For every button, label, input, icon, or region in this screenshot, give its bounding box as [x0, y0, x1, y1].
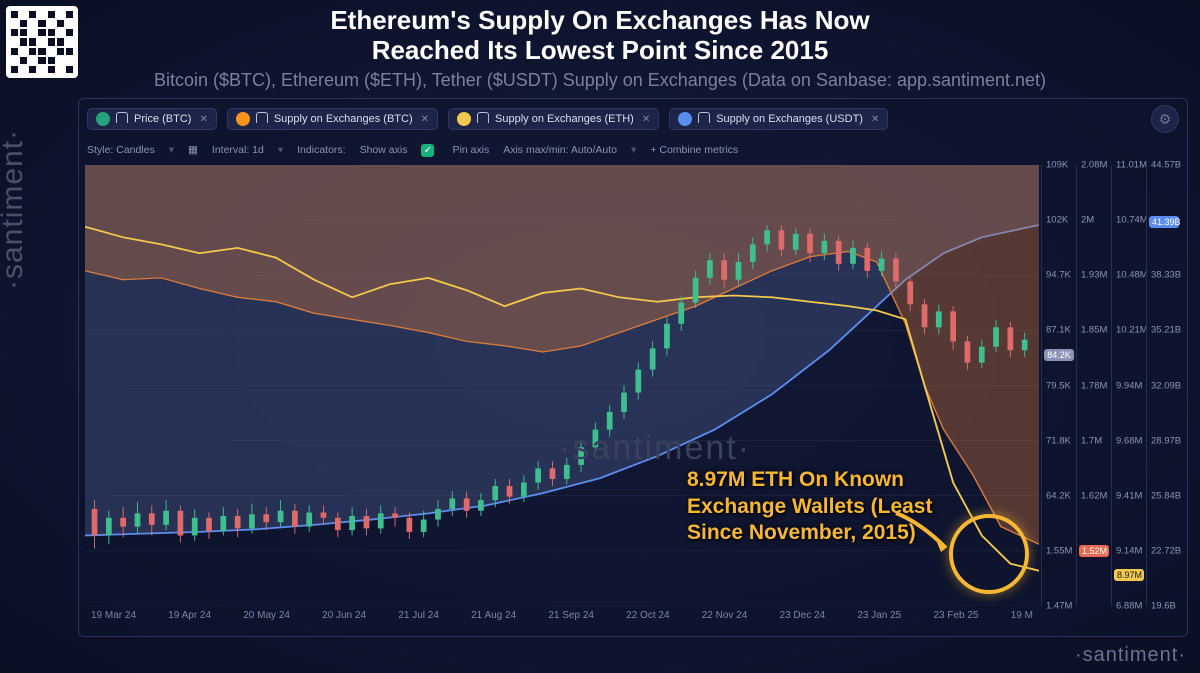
showaxis-toggle[interactable]: Show axis	[360, 144, 408, 156]
y-tick: 28.97B	[1151, 435, 1181, 446]
metric-pill[interactable]: Supply on Exchanges (BTC) ✕	[227, 108, 438, 130]
x-tick: 19 M	[1011, 610, 1033, 628]
chart-panel: Price (BTC) ✕ Supply on Exchanges (BTC) …	[78, 98, 1188, 637]
page-title: Ethereum's Supply On Exchanges Has Now R…	[0, 6, 1200, 66]
metric-color-icon	[678, 112, 692, 126]
lock-icon	[698, 112, 710, 123]
style-selector[interactable]: Style: Candles	[87, 144, 155, 156]
y-value-badge: 84.2K	[1044, 349, 1074, 361]
y-tick: 10.48M	[1116, 270, 1148, 281]
check-icon: ✓	[421, 144, 434, 157]
x-tick: 22 Oct 24	[626, 610, 669, 628]
y-value-badge: 1.52M	[1079, 545, 1109, 557]
y-tick: 1.62M	[1081, 490, 1107, 501]
y-tick: 25.84B	[1151, 490, 1181, 501]
y-tick: 1.7M	[1081, 435, 1102, 446]
metric-pill[interactable]: Supply on Exchanges (USDT) ✕	[669, 108, 888, 130]
y-tick: 64.2K	[1046, 490, 1071, 501]
x-tick: 19 Mar 24	[91, 610, 136, 628]
close-icon[interactable]: ✕	[199, 114, 207, 125]
metric-pill[interactable]: Supply on Exchanges (ETH) ✕	[448, 108, 659, 130]
axis-minmax[interactable]: Axis max/min: Auto/Auto	[503, 144, 617, 156]
x-tick: 23 Feb 25	[933, 610, 978, 628]
grid-toggle[interactable]: ▦	[188, 144, 198, 156]
y-tick: 1.55M	[1046, 545, 1072, 556]
close-icon[interactable]: ✕	[642, 114, 650, 125]
y-tick: 1.78M	[1081, 380, 1107, 391]
x-tick: 21 Sep 24	[548, 610, 594, 628]
y-tick: 87.1K	[1046, 325, 1071, 336]
y-tick: 9.68M	[1116, 435, 1142, 446]
metric-label: Supply on Exchanges (ETH)	[495, 113, 634, 125]
metric-label: Price (BTC)	[134, 113, 191, 125]
y-tick: 9.14M	[1116, 545, 1142, 556]
metric-pills: Price (BTC) ✕ Supply on Exchanges (BTC) …	[87, 105, 1147, 133]
chart-toolbar: Style: Candles▾ ▦ Interval: 1d▾ Indicato…	[87, 139, 1179, 161]
x-tick: 21 Aug 24	[471, 610, 516, 628]
x-tick: 19 Apr 24	[168, 610, 211, 628]
settings-button[interactable]: ⚙	[1151, 105, 1179, 133]
x-tick: 22 Nov 24	[702, 610, 748, 628]
y-tick: 102K	[1046, 215, 1068, 226]
y-tick: 71.8K	[1046, 435, 1071, 446]
brand-bottom: ·santiment·	[1075, 644, 1186, 667]
annotation-circle	[949, 514, 1029, 594]
pinaxis-toggle[interactable]: Pin axis	[452, 144, 489, 156]
metric-color-icon	[236, 112, 250, 126]
y-tick: 6.88M	[1116, 601, 1142, 612]
x-tick: 23 Jan 25	[857, 610, 901, 628]
y-tick: 1.47M	[1046, 601, 1072, 612]
y-tick: 1.85M	[1081, 325, 1107, 336]
brand-vertical: ·santiment·	[0, 129, 30, 290]
y-tick: 10.74M	[1116, 215, 1148, 226]
x-tick: 20 Jun 24	[322, 610, 366, 628]
y-tick: 32.09B	[1151, 380, 1181, 391]
y-tick: 2M	[1081, 215, 1094, 226]
metric-pill[interactable]: Price (BTC) ✕	[87, 108, 217, 130]
x-tick: 21 Jul 24	[398, 610, 439, 628]
y-value-badge: 8.97M	[1114, 569, 1144, 581]
y-tick: 10.21M	[1116, 325, 1148, 336]
interval-selector[interactable]: Interval: 1d	[212, 144, 264, 156]
gear-icon: ⚙	[1159, 111, 1172, 128]
x-axis: 19 Mar 24 19 Apr 24 20 May 24 20 Jun 24 21 J…	[85, 610, 1039, 628]
lock-icon	[477, 112, 489, 123]
lock-icon	[116, 112, 128, 123]
y-tick: 19.6B	[1151, 601, 1176, 612]
x-tick: 23 Dec 24	[780, 610, 826, 628]
y-tick: 1.93M	[1081, 270, 1107, 281]
y-tick: 44.57B	[1151, 160, 1181, 171]
metric-label: Supply on Exchanges (BTC)	[274, 113, 413, 125]
y-value-badge: 41.39B	[1149, 216, 1179, 228]
close-icon[interactable]: ✕	[871, 114, 879, 125]
lock-icon	[256, 112, 268, 123]
title-line-1: Ethereum's Supply On Exchanges Has Now	[330, 5, 869, 35]
y-tick: 22.72B	[1151, 545, 1181, 556]
combine-metrics[interactable]: + Combine metrics	[650, 144, 738, 156]
y-tick: 38.33B	[1151, 270, 1181, 281]
y-tick: 94.7K	[1046, 270, 1071, 281]
y-tick: 9.41M	[1116, 490, 1142, 501]
x-tick: 20 May 24	[243, 610, 290, 628]
y-tick: 9.94M	[1116, 380, 1142, 391]
metric-label: Supply on Exchanges (USDT)	[716, 113, 863, 125]
y-axis-price: 109K102K94.7K87.1K79.5K71.8K64.2K1.55M1.…	[1041, 165, 1076, 606]
y-tick: 35.21B	[1151, 325, 1181, 336]
y-axes: 109K102K94.7K87.1K79.5K71.8K64.2K1.55M1.…	[1041, 165, 1181, 606]
close-icon[interactable]: ✕	[421, 114, 429, 125]
y-axis-usdt_supply: 44.57B38.33B35.21B32.09B28.97B25.84B22.7…	[1146, 165, 1181, 606]
y-axis-btc_supply: 2.08M2M1.93M1.85M1.78M1.7M1.62M1.52M	[1076, 165, 1111, 606]
indicators-selector[interactable]: Indicators:	[297, 144, 345, 156]
y-tick: 11.01M	[1116, 160, 1147, 171]
page-subtitle: Bitcoin ($BTC), Ethereum ($ETH), Tether …	[0, 70, 1200, 91]
y-tick: 2.08M	[1081, 160, 1107, 171]
metric-color-icon	[457, 112, 471, 126]
title-line-2: Reached Its Lowest Point Since 2015	[372, 35, 829, 65]
y-tick: 79.5K	[1046, 380, 1071, 391]
y-axis-eth_supply: 11.01M10.74M10.48M10.21M9.94M9.68M9.41M9…	[1111, 165, 1146, 606]
metric-color-icon	[96, 112, 110, 126]
y-tick: 109K	[1046, 160, 1068, 171]
